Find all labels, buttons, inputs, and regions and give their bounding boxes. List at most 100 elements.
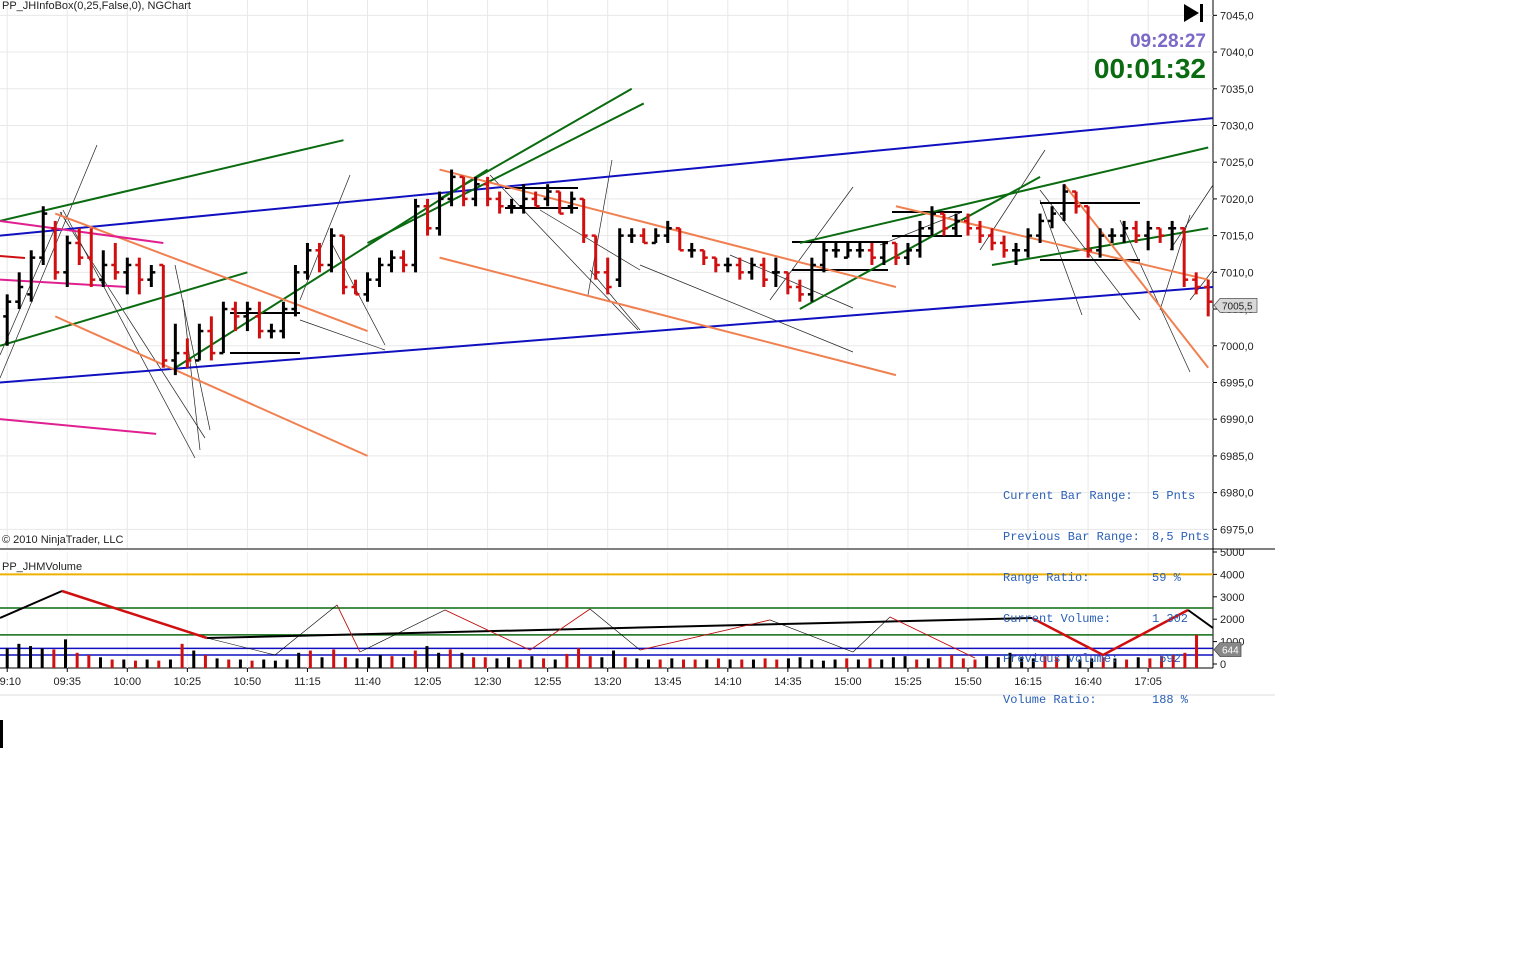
ohlc-bar (135, 257, 144, 295)
volume-bar (635, 658, 639, 668)
y-tick-label: 7020,0 (1220, 194, 1254, 206)
trend-line (0, 117, 1214, 237)
volume-bar (1183, 652, 1187, 668)
ohlc-bar (951, 213, 960, 236)
last-price-label: 7005,5 (1222, 301, 1253, 312)
end-bar-icon (1200, 4, 1203, 22)
volume-bar (285, 659, 289, 668)
trend-line (439, 256, 897, 377)
volume-bar (845, 658, 849, 668)
volume-wave-line (206, 604, 976, 659)
ohlc-bar (531, 191, 540, 208)
ohlc-bar (651, 228, 660, 245)
volume-bar (355, 658, 359, 668)
ohlc-bar (927, 206, 936, 236)
volume-bar (938, 657, 942, 668)
ohlc-bar (1144, 220, 1153, 251)
x-tick-label: 16:40 (1074, 676, 1102, 688)
volume-bar (670, 658, 674, 668)
volume-bar (950, 655, 954, 668)
ohlc-bar (495, 191, 504, 214)
ohlc-bar (687, 242, 696, 258)
ohlc-bar (963, 213, 972, 236)
volume-tick-label: 3000 (1220, 592, 1244, 604)
volume-wave-line (336, 604, 361, 653)
ohlc-bar (843, 242, 852, 259)
ohlc-bar (831, 242, 840, 258)
volume-bar (495, 658, 499, 668)
analysis-line (769, 186, 854, 301)
ohlc-bar (171, 323, 180, 376)
volume-bar (600, 657, 604, 668)
ohlc-bar (471, 176, 480, 207)
ohlc-bar (435, 191, 444, 236)
trend-line (0, 418, 157, 435)
x-tick-label: 10:50 (234, 676, 262, 688)
analysis-line (1039, 199, 1083, 316)
ohlc-bar (399, 250, 408, 273)
info-label: Previous Volume: (1003, 652, 1119, 667)
volume-bar (1008, 652, 1012, 668)
x-tick-label: 12:05 (414, 676, 442, 688)
volume-bar (518, 659, 522, 668)
x-tick-label: 15:25 (894, 676, 922, 688)
y-tick-label: 7015,0 (1220, 231, 1254, 243)
volume-bar (308, 650, 312, 668)
clock-time: 09:28:27 (1129, 31, 1206, 52)
volume-bar (448, 649, 452, 668)
ohlc-bar (3, 294, 12, 346)
trend-line (0, 278, 128, 289)
y-tick-label: 7010,0 (1220, 267, 1254, 279)
info-value: 5 Pnts (1152, 489, 1196, 504)
ohlc-bar (291, 264, 300, 317)
volume-bar (1195, 634, 1199, 668)
x-tick-label: 16:15 (1014, 676, 1042, 688)
info-label: Current Volume: (1003, 611, 1112, 626)
volume-bar (215, 658, 219, 668)
ohlc-bar (303, 242, 312, 280)
ohlc-bar (183, 338, 192, 368)
ohlc-bar (327, 228, 336, 273)
ohlc-bar (1180, 227, 1189, 288)
ohlc-bar (1192, 272, 1201, 295)
go-to-end-button[interactable] (1184, 4, 1203, 22)
analysis-line (1039, 189, 1141, 321)
volume-bar (775, 659, 779, 668)
volume-wave-line (444, 608, 591, 651)
volume-bar (227, 659, 231, 668)
x-tick-label: 10:00 (114, 676, 142, 688)
volume-bar (728, 659, 732, 668)
ohlc-bar (879, 241, 888, 265)
info-label: Current Bar Range: (1003, 489, 1133, 504)
volume-bar (716, 658, 720, 668)
analysis-line (539, 209, 641, 271)
volume-bar (122, 659, 126, 668)
info-row: Volume Ratio: 188 % (1003, 693, 1210, 708)
volume-bar (64, 639, 68, 668)
volume-bar (821, 660, 825, 668)
x-tick-label: 13:45 (654, 676, 682, 688)
volume-bar (740, 659, 744, 668)
trend-line (0, 139, 344, 222)
ohlc-bar (615, 228, 624, 288)
x-tick-label: 10:25 (174, 676, 202, 688)
volume-tick-label: 2000 (1220, 614, 1244, 626)
volume-bar (29, 646, 33, 668)
volume-bar (903, 656, 907, 668)
play-icon (1184, 4, 1199, 22)
ohlc-bar (1072, 190, 1081, 214)
ohlc-bar (339, 234, 348, 295)
volume-bar (961, 658, 965, 668)
info-label: Range Ratio: (1003, 570, 1090, 585)
volume-bar (926, 658, 930, 668)
volume-wave-line (1031, 608, 1189, 657)
ohlc-bar (759, 257, 768, 288)
indicator-label: PP_JHInfoBox(0,25,False,0), NGChart (2, 0, 191, 12)
info-row: Previous Bar Range: 8,5 Pnts (1003, 530, 1210, 545)
ohlc-bar (75, 228, 84, 265)
ohlc-bar (1156, 227, 1165, 243)
ohlc-bar (1060, 184, 1069, 221)
volume-bar (343, 657, 347, 668)
volume-bar (588, 656, 592, 668)
volume-bar (996, 657, 1000, 668)
